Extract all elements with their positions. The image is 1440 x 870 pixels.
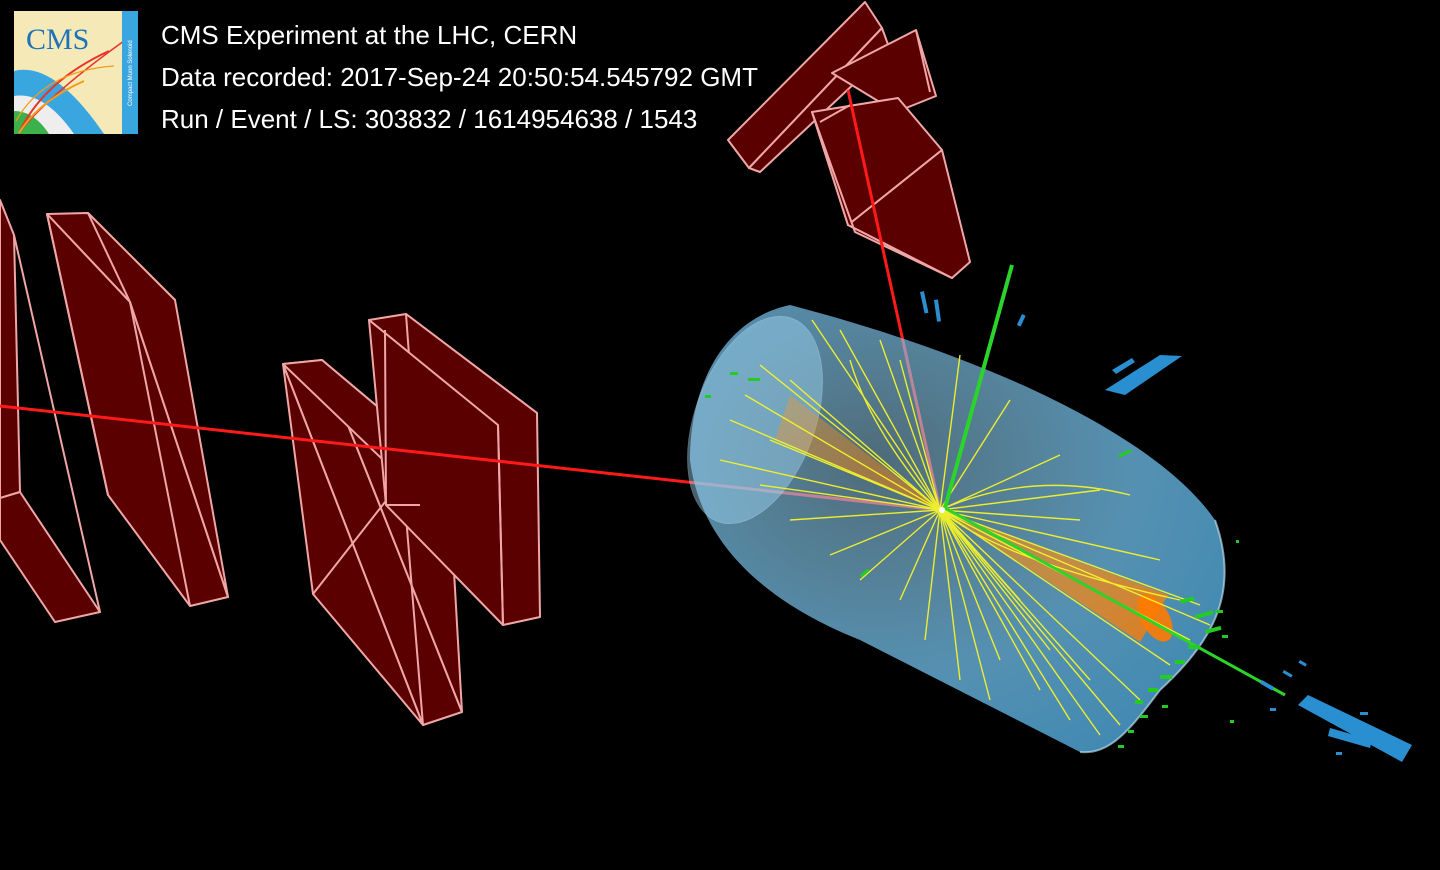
tracker-barrel	[687, 305, 1226, 754]
primary-vertex	[939, 507, 945, 513]
experiment-title: CMS Experiment at the LHC, CERN	[161, 20, 578, 50]
cms-logo: CMS Compact Muon Solenoid	[14, 11, 138, 134]
event-info: CMS Experiment at the LHC, CERN Data rec…	[161, 14, 758, 140]
recorded-value: 2017-Sep-24 20:50:54.545792 GMT	[340, 62, 758, 92]
charged-tracks	[719, 319, 1211, 736]
electron-track	[943, 264, 1286, 697]
ecal-deposits	[705, 372, 1239, 748]
jet-cones	[775, 395, 1173, 642]
hcal-deposits	[920, 291, 1412, 762]
logo-text: CMS	[26, 23, 89, 56]
muon-chambers-left	[0, 199, 541, 726]
run-value: 303832 / 1614954638 / 1543	[364, 104, 698, 134]
recorded-label: Data recorded:	[161, 62, 333, 92]
logo-subtext: Compact Muon Solenoid	[128, 40, 134, 106]
run-line: Run / Event / LS: 303832 / 1614954638 / …	[161, 98, 758, 140]
recorded-line: Data recorded: 2017-Sep-24 20:50:54.5457…	[161, 56, 758, 98]
run-label: Run / Event / LS:	[161, 104, 358, 134]
muon-chambers-top	[727, 1, 971, 279]
